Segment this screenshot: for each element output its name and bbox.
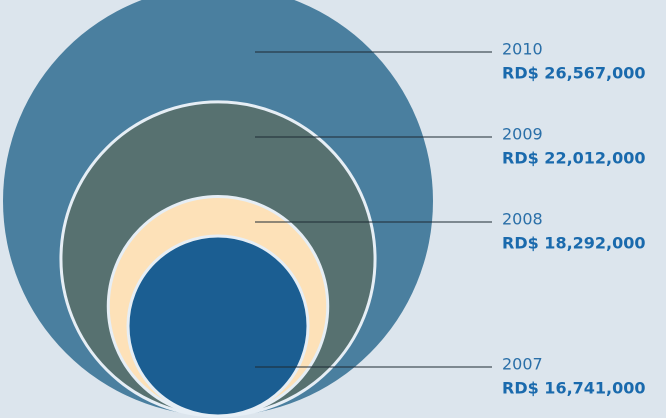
value-label: RD$ 18,292,000 bbox=[502, 234, 646, 253]
value-label: RD$ 16,741,000 bbox=[502, 379, 646, 398]
year-label: 2009 bbox=[502, 125, 543, 144]
year-label: 2008 bbox=[502, 210, 543, 229]
value-label: RD$ 22,012,000 bbox=[502, 149, 646, 168]
year-label: 2010 bbox=[502, 40, 543, 59]
circle bbox=[126, 234, 310, 418]
year-label: 2007 bbox=[502, 355, 543, 374]
value-label: RD$ 26,567,000 bbox=[502, 64, 646, 83]
